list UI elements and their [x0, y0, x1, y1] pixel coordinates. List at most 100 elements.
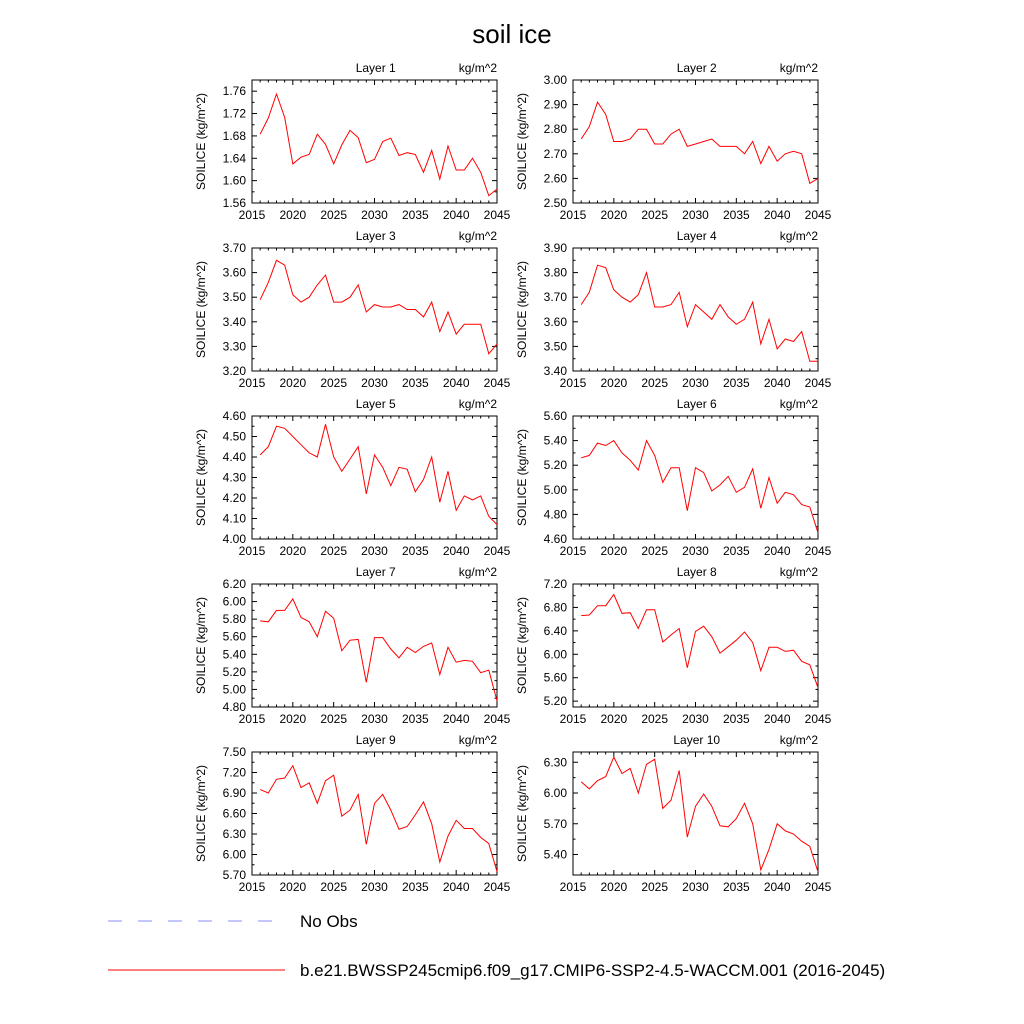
panel-units: kg/m^2 — [459, 61, 498, 75]
x-tick-label: 2045 — [484, 544, 511, 558]
panel-units: kg/m^2 — [459, 733, 498, 747]
panel-units: kg/m^2 — [780, 565, 819, 579]
x-tick-label: 2040 — [443, 376, 470, 390]
x-tick-label: 2025 — [320, 376, 347, 390]
y-tick-label: 5.70 — [544, 817, 568, 831]
x-tick-label: 2030 — [682, 544, 709, 558]
y-tick-label: 7.50 — [223, 745, 247, 759]
x-tick-label: 2030 — [682, 712, 709, 726]
x-tick-label: 2020 — [279, 208, 306, 222]
y-axis-label: SOILICE (kg/m^2) — [515, 93, 529, 190]
y-tick-label: 6.40 — [544, 624, 568, 638]
y-tick-label: 1.56 — [223, 196, 247, 210]
x-tick-label: 2025 — [320, 880, 347, 894]
y-tick-label: 3.00 — [544, 73, 568, 87]
y-tick-label: 6.60 — [223, 807, 247, 821]
x-tick-label: 2040 — [764, 712, 791, 726]
y-tick-label: 1.76 — [223, 84, 247, 98]
y-tick-label: 5.00 — [544, 483, 568, 497]
x-tick-label: 2015 — [560, 544, 587, 558]
y-tick-label: 6.00 — [223, 595, 247, 609]
x-tick-label: 2045 — [805, 208, 832, 222]
y-tick-label: 3.70 — [223, 241, 247, 255]
x-tick-label: 2035 — [723, 880, 750, 894]
y-tick-label: 4.40 — [223, 450, 247, 464]
x-tick-label: 2045 — [805, 544, 832, 558]
y-tick-label: 2.90 — [544, 98, 568, 112]
y-tick-label: 5.40 — [223, 647, 247, 661]
x-tick-label: 2025 — [641, 544, 668, 558]
legend-label-no-obs: No Obs — [300, 912, 358, 931]
y-axis-label: SOILICE (kg/m^2) — [515, 261, 529, 358]
y-tick-label: 5.70 — [223, 868, 247, 882]
x-tick-label: 2025 — [320, 544, 347, 558]
y-tick-label: 3.90 — [544, 241, 568, 255]
chart-panel-10: 2015 2020 2025 2030 2035 2040 2045 5.40 5.70 6.00… — [515, 733, 832, 894]
y-tick-label: 6.00 — [544, 647, 568, 661]
y-axis-label: SOILICE (kg/m^2) — [515, 429, 529, 526]
y-tick-label: 6.30 — [223, 827, 247, 841]
x-tick-label: 2020 — [600, 712, 627, 726]
legend: No Obs b.e21.BWSSP245cmip6.f09_g17.CMIP6… — [108, 912, 885, 980]
y-axis-label: SOILICE (kg/m^2) — [194, 765, 208, 862]
y-tick-label: 6.30 — [544, 755, 568, 769]
y-tick-label: 3.50 — [544, 339, 568, 353]
x-tick-label: 2025 — [641, 712, 668, 726]
x-tick-label: 2040 — [764, 208, 791, 222]
y-tick-label: 5.00 — [223, 682, 247, 696]
panel-units: kg/m^2 — [459, 229, 498, 243]
x-tick-label: 2030 — [682, 376, 709, 390]
y-tick-label: 5.40 — [544, 434, 568, 448]
y-tick-label: 1.68 — [223, 129, 247, 143]
y-tick-label: 2.60 — [544, 171, 568, 185]
x-tick-label: 2015 — [560, 880, 587, 894]
x-tick-label: 2035 — [402, 544, 429, 558]
x-tick-label: 2045 — [484, 880, 511, 894]
y-tick-label: 6.20 — [223, 577, 247, 591]
panel-units: kg/m^2 — [780, 397, 819, 411]
y-tick-label: 5.40 — [544, 848, 568, 862]
y-axis-label: SOILICE (kg/m^2) — [194, 93, 208, 190]
series-line — [259, 259, 498, 355]
x-tick-label: 2035 — [402, 880, 429, 894]
panel-title: Layer 9 — [356, 733, 396, 747]
y-tick-label: 4.20 — [223, 491, 247, 505]
series-line — [580, 755, 819, 873]
panel-title: Layer 10 — [673, 733, 720, 747]
y-axis-label: SOILICE (kg/m^2) — [194, 261, 208, 358]
panels: 2015 2020 2025 2030 2035 2040 2045 1.56 1.60 1.64… — [194, 61, 832, 894]
x-tick-label: 2040 — [443, 712, 470, 726]
x-tick-label: 2045 — [484, 208, 511, 222]
series-line — [581, 439, 819, 533]
y-tick-label: 6.80 — [544, 600, 568, 614]
panel-title: Layer 5 — [356, 397, 396, 411]
x-tick-label: 2015 — [239, 880, 266, 894]
plot-frame — [572, 583, 819, 708]
panel-title: Layer 6 — [677, 397, 717, 411]
x-tick-label: 2035 — [402, 712, 429, 726]
x-tick-label: 2040 — [764, 544, 791, 558]
y-axis-label: SOILICE (kg/m^2) — [194, 429, 208, 526]
panel-units: kg/m^2 — [780, 733, 819, 747]
series-line — [259, 92, 498, 197]
x-tick-label: 2040 — [443, 880, 470, 894]
x-tick-label: 2015 — [239, 544, 266, 558]
y-tick-label: 4.60 — [223, 409, 247, 423]
y-tick-label: 4.80 — [223, 700, 247, 714]
main-title: soil ice — [472, 19, 551, 49]
panel-units: kg/m^2 — [459, 565, 498, 579]
chart-panel-1: 2015 2020 2025 2030 2035 2040 2045 1.56 1.60 1.64… — [194, 61, 511, 222]
y-tick-label: 5.80 — [223, 612, 247, 626]
chart-panel-7: 2015 2020 2025 2030 2035 2040 2045 4.80 5.00 5.20… — [194, 565, 511, 726]
y-tick-label: 4.30 — [223, 471, 247, 485]
series-line — [580, 100, 819, 185]
x-tick-label: 2020 — [600, 208, 627, 222]
y-tick-label: 5.60 — [544, 671, 568, 685]
chart-panel-2: 2015 2020 2025 2030 2035 2040 2045 2.50 2.60 2.70… — [515, 61, 832, 222]
x-tick-label: 2020 — [600, 376, 627, 390]
series-line — [260, 597, 498, 702]
y-tick-label: 5.60 — [544, 409, 568, 423]
y-axis-label: SOILICE (kg/m^2) — [515, 597, 529, 694]
x-tick-label: 2020 — [279, 880, 306, 894]
